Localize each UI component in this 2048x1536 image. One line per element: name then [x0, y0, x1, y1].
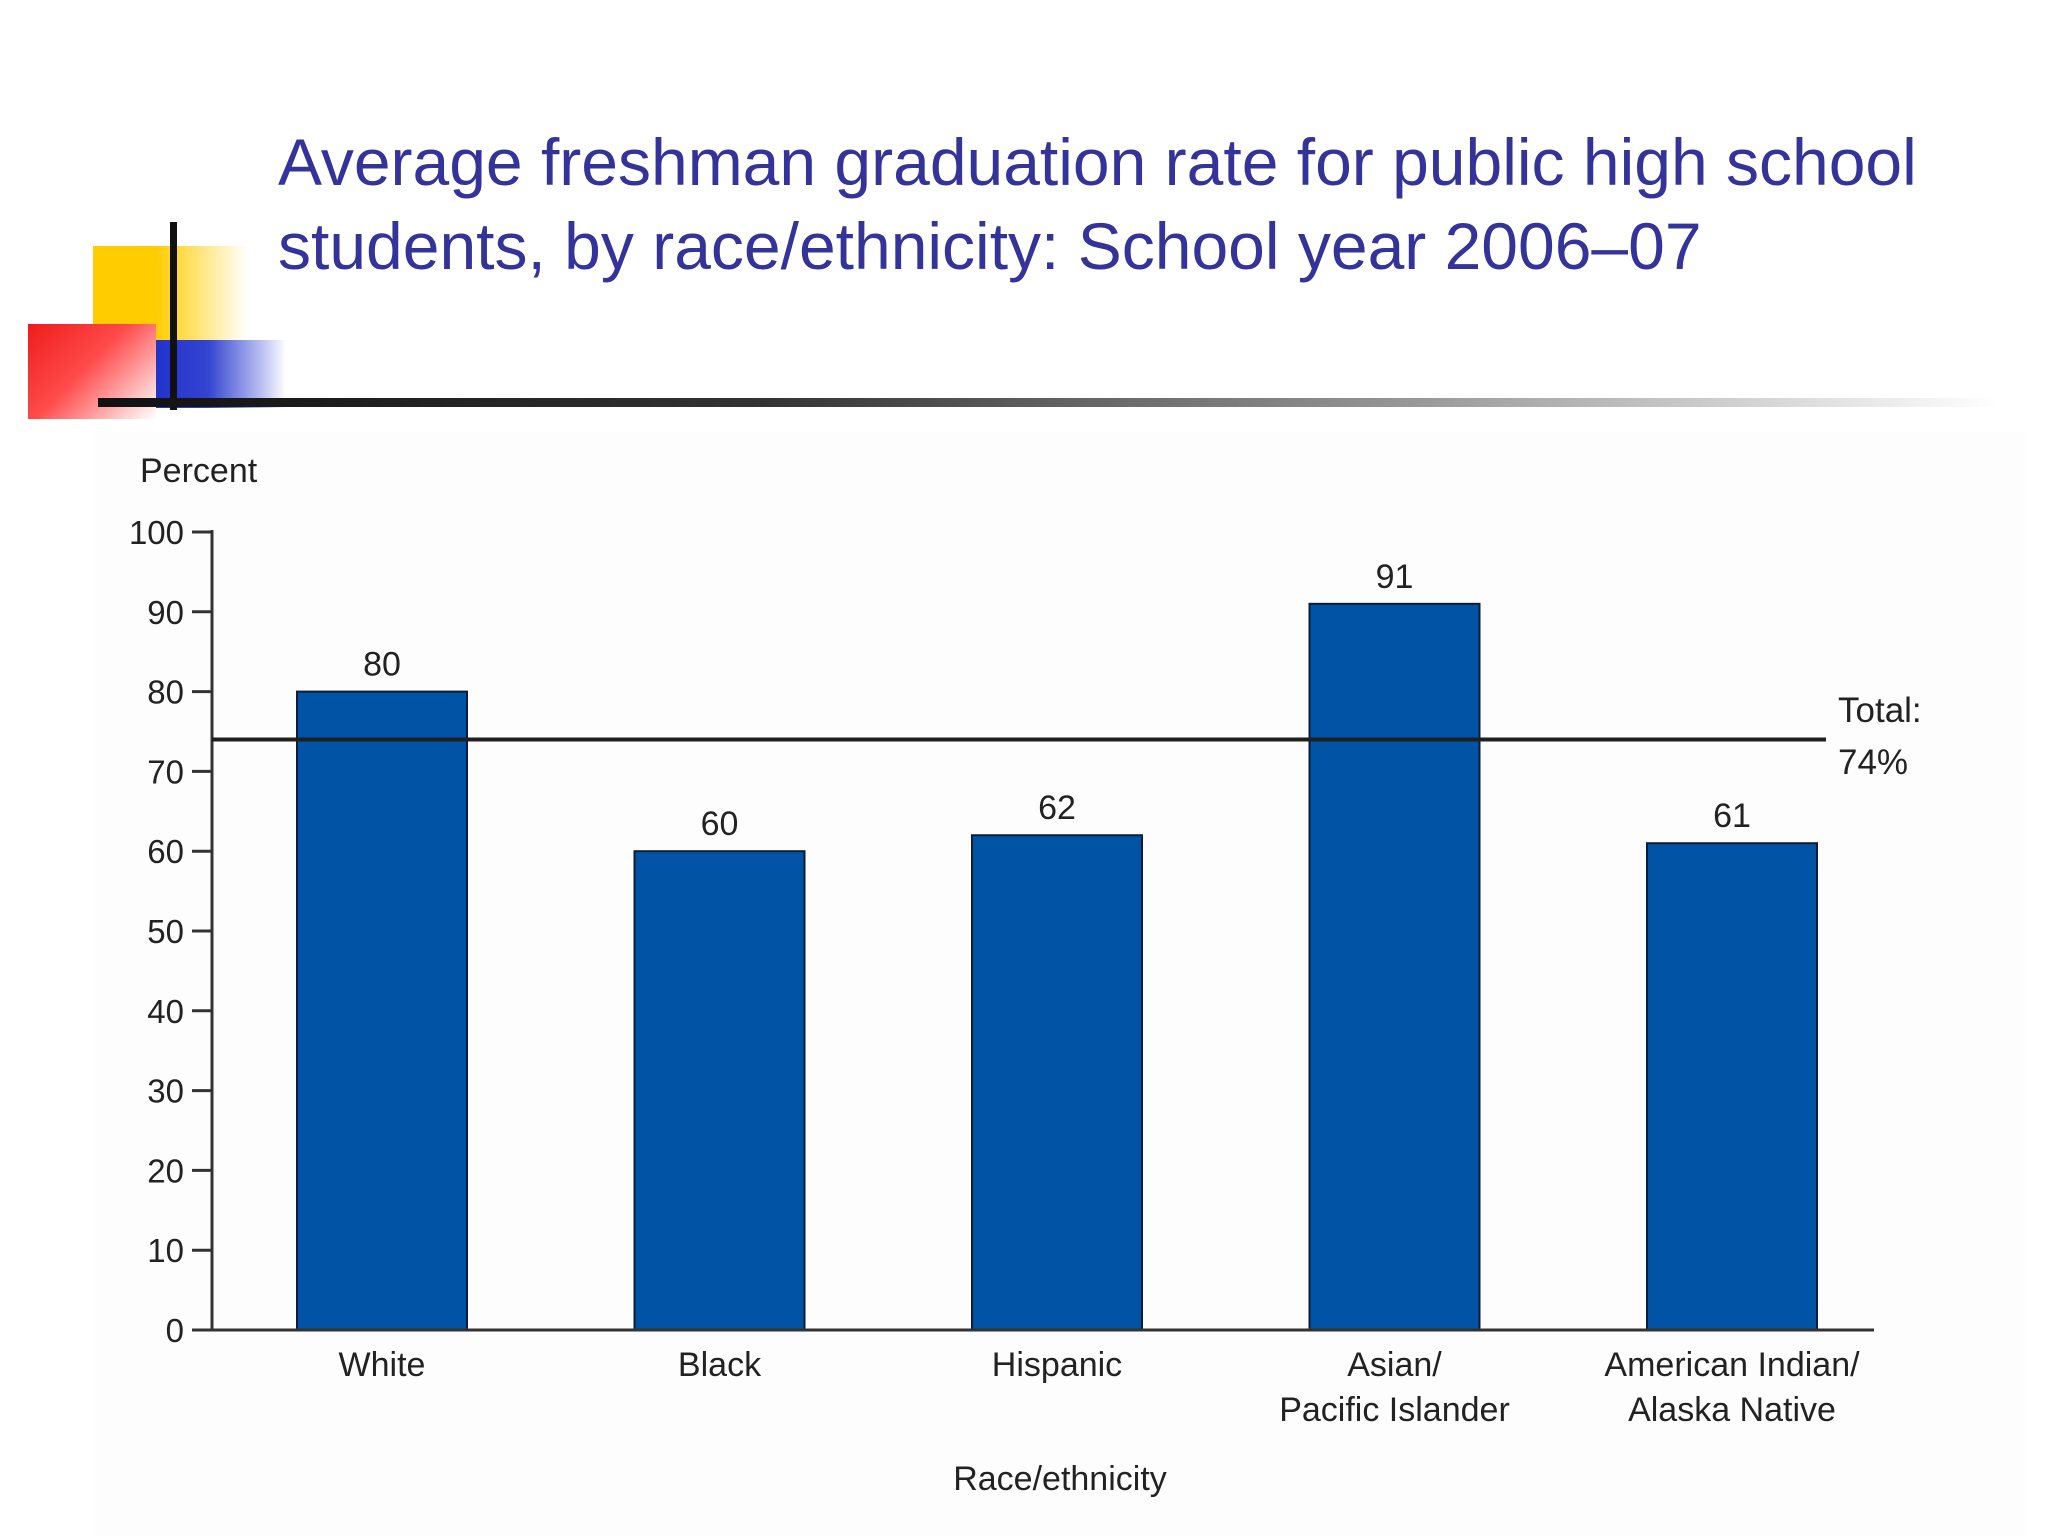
bar-4 [1646, 842, 1818, 1331]
bar-2 [971, 834, 1143, 1331]
category-label-2: Hispanic [992, 1346, 1122, 1384]
title-underline-rule [98, 398, 1998, 407]
y-tick-label-20: 20 [147, 1152, 184, 1189]
y-tick-label-70: 70 [147, 753, 184, 790]
y-tick-label-30: 30 [147, 1073, 184, 1110]
y-tick-label-60: 60 [147, 833, 184, 870]
category-label-0: White [339, 1346, 426, 1384]
x-axis-label: Race/ethnicity [953, 1460, 1167, 1498]
bar-0 [296, 690, 468, 1331]
category-label-1: Black [678, 1346, 762, 1384]
bar-1 [633, 850, 806, 1331]
y-tick-label-50: 50 [147, 913, 184, 950]
y-tick-label-40: 40 [147, 993, 184, 1030]
y-tick-label-0: 0 [166, 1312, 184, 1349]
bar-value-label-2: 62 [1038, 789, 1076, 827]
y-axis-label: Percent [140, 452, 258, 490]
bar-value-label-1: 60 [701, 805, 739, 843]
decor-vertical-rule [170, 222, 177, 410]
y-tick-label-10: 10 [147, 1232, 184, 1269]
bar-value-label-0: 80 [363, 646, 401, 684]
category-label-4-line-0: American Indian/ [1604, 1346, 1860, 1384]
category-label-3-line-0: Asian/ [1347, 1346, 1442, 1384]
decor-blue-square [156, 340, 286, 408]
y-tick-label-100: 100 [129, 514, 184, 551]
bar-value-label-3: 91 [1376, 558, 1414, 596]
total-label-line-0: Total: [1838, 691, 1922, 730]
total-label-line-1: 74% [1838, 743, 1908, 782]
bar-3 [1308, 602, 1481, 1331]
category-label-3-line-1: Pacific Islander [1279, 1391, 1510, 1429]
slide-title: Average freshman graduation rate for pub… [278, 125, 1917, 283]
bar-value-label-4: 61 [1713, 797, 1751, 835]
y-tick-label-90: 90 [147, 594, 184, 631]
y-tick-label-80: 80 [147, 674, 184, 711]
category-label-4-line-1: Alaska Native [1628, 1391, 1836, 1429]
